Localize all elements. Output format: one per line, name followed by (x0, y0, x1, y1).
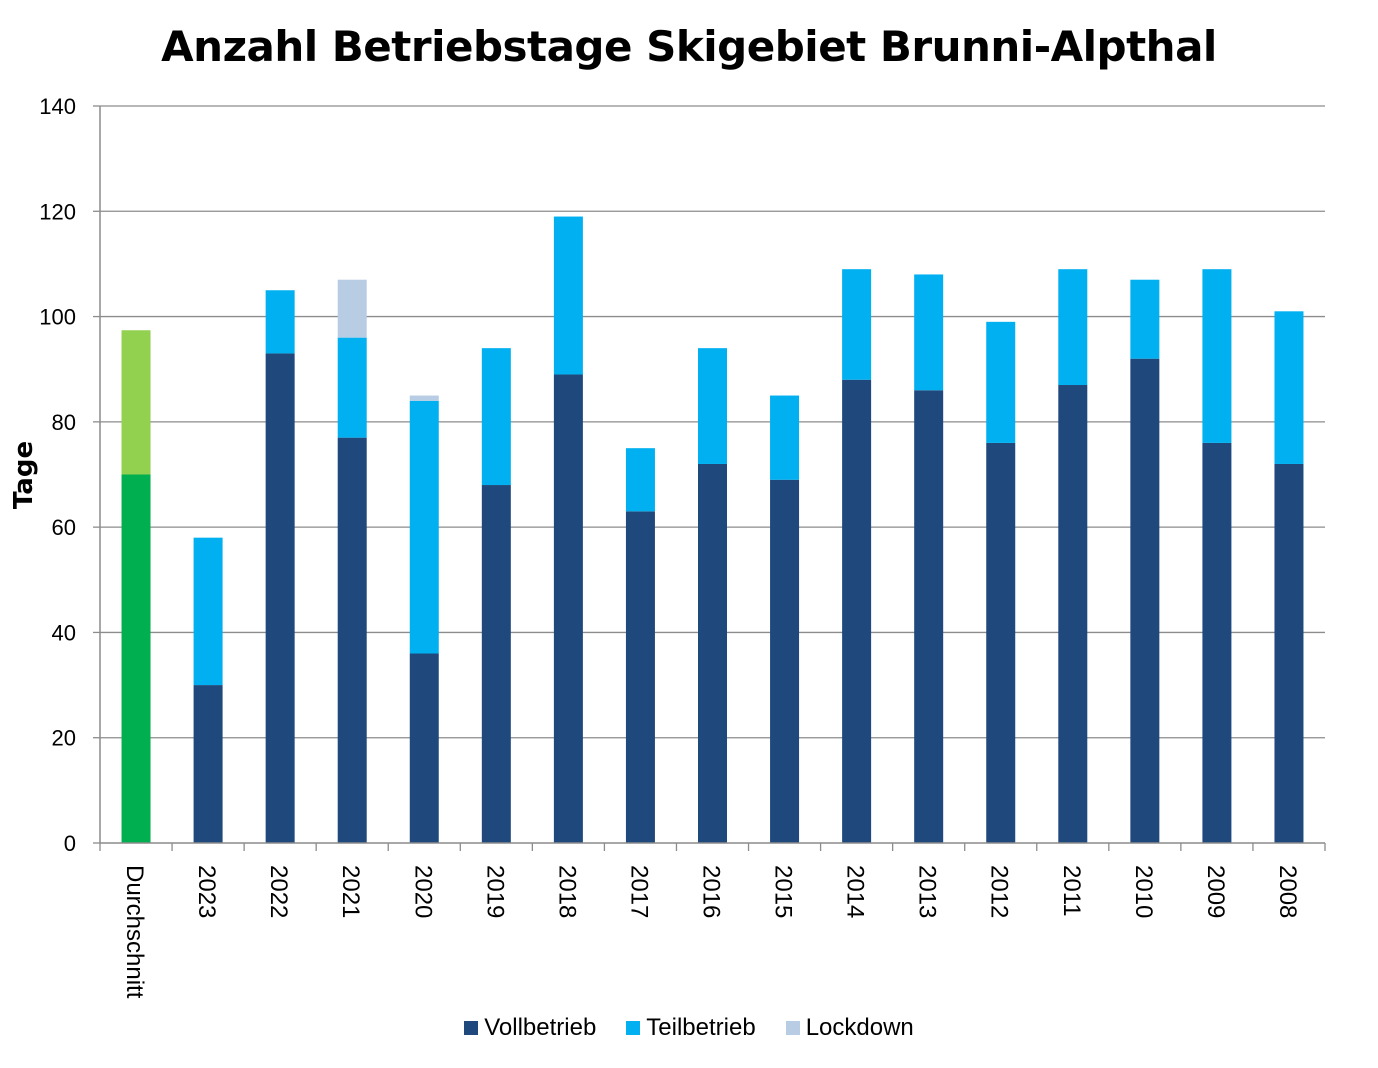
y-tick-label: 60 (52, 515, 76, 540)
x-tick-label: Durchschnitt (121, 865, 148, 999)
legend-item-teilbetrieb: Teilbetrieb (626, 1014, 756, 1042)
bar-vollbetrieb-2022 (265, 353, 295, 843)
bar-teilbetrieb-2016 (698, 348, 727, 464)
bar-teilbetrieb-2017 (625, 448, 655, 512)
x-tick-label: 2017 (625, 865, 652, 918)
x-tick-labels: Durchschnitt 2023 2022 2021 2020 2019 2018 2017… (121, 865, 1301, 999)
x-tick-label: 2020 (409, 865, 436, 918)
y-tick-label: 100 (39, 305, 76, 330)
legend-label: Lockdown (805, 1014, 914, 1041)
bar-vollbetrieb-2016 (698, 463, 727, 843)
legend-swatch (626, 1021, 641, 1035)
bar-teilbetrieb-2013 (914, 274, 944, 391)
y-axis-label: Tage (9, 441, 39, 509)
bar-teilbetrieb-2020 (409, 400, 439, 654)
bar-vollbetrieb-2009 (1202, 442, 1232, 843)
bar-vollbetrieb-2015 (770, 479, 800, 843)
bar-teilbetrieb-2021 (337, 337, 367, 438)
x-tick-label: 2016 (698, 865, 725, 918)
chart-title: Anzahl Betriebstage Skigebiet Brunni-Alp… (161, 22, 1217, 71)
x-tick-label: 2014 (842, 865, 869, 918)
bar-teilbetrieb-2012 (986, 321, 1016, 443)
y-tick-label: 20 (52, 726, 76, 751)
legend-label: Vollbetrieb (484, 1014, 597, 1041)
bars (121, 216, 1304, 843)
bar-vollbetrieb-2018 (553, 374, 583, 843)
x-tick-label: 2022 (265, 865, 292, 918)
x-tick-label: 2008 (1274, 865, 1301, 918)
bar-lockdown-2021 (337, 279, 367, 338)
x-tick-label: 2019 (481, 865, 508, 918)
bar-vollbetrieb-2020 (409, 653, 439, 843)
bar-teilbetrieb-2018 (553, 216, 583, 375)
bar-lockdown-2020 (409, 395, 439, 401)
y-tick-label: 120 (39, 199, 76, 224)
bar-teilbetrieb-2008 (1274, 311, 1304, 464)
x-tick-label: 2023 (193, 865, 220, 918)
bar-vollbetrieb-2010 (1130, 358, 1160, 843)
bar-vollbetrieb-2013 (914, 390, 944, 843)
bar-teilbetrieb-2019 (481, 348, 511, 486)
bar-vollbetrieb-2017 (625, 511, 655, 843)
y-tick-label: 140 (39, 94, 76, 119)
x-tick-label: 2018 (553, 865, 580, 918)
x-tick-label: 2010 (1130, 865, 1157, 918)
bar-teilbetrieb-2014 (842, 269, 872, 380)
bar-vollbetrieb-2008 (1274, 463, 1304, 843)
y-tick-label: 0 (64, 831, 76, 856)
legend-item-vollbetrieb: Vollbetrieb (464, 1014, 596, 1042)
y-tick-label: 40 (52, 620, 76, 645)
x-tick-label: 2015 (770, 865, 797, 918)
bar-vollbetrieb-2014 (842, 379, 872, 843)
y-tick-label: 80 (52, 410, 76, 435)
bar-teilbetrieb-durchschnitt (121, 330, 151, 475)
x-tick-label: 2011 (1058, 865, 1085, 917)
x-tick-label: 2013 (914, 865, 941, 918)
bar-teilbetrieb-2011 (1058, 269, 1088, 386)
bar-vollbetrieb-2019 (481, 485, 511, 843)
legend-swatch (785, 1021, 800, 1035)
y-tick-labels: 0 20 40 60 80 100 120 140 (39, 94, 76, 856)
legend-label: Teilbetrieb (646, 1014, 756, 1041)
legend-swatch (464, 1021, 479, 1035)
x-tick-label: 2009 (1202, 865, 1229, 918)
x-tick-label: 2012 (986, 865, 1013, 918)
legend: Vollbetrieb Teilbetrieb Lockdown (0, 1014, 1378, 1042)
x-tick-label: 2021 (337, 865, 364, 918)
bar-vollbetrieb-2023 (193, 685, 223, 843)
legend-item-lockdown: Lockdown (785, 1014, 914, 1042)
bar-vollbetrieb-2012 (986, 442, 1016, 843)
bar-teilbetrieb-2009 (1202, 269, 1232, 443)
bar-teilbetrieb-2022 (265, 290, 295, 354)
bar-vollbetrieb-2011 (1058, 385, 1088, 843)
bar-vollbetrieb-2021 (337, 437, 367, 843)
bar-vollbetrieb-durchschnitt (121, 474, 151, 843)
bar-teilbetrieb-2010 (1130, 279, 1160, 359)
bar-teilbetrieb-2015 (770, 395, 800, 480)
bar-teilbetrieb-2023 (193, 537, 223, 686)
axes (93, 105, 1326, 851)
